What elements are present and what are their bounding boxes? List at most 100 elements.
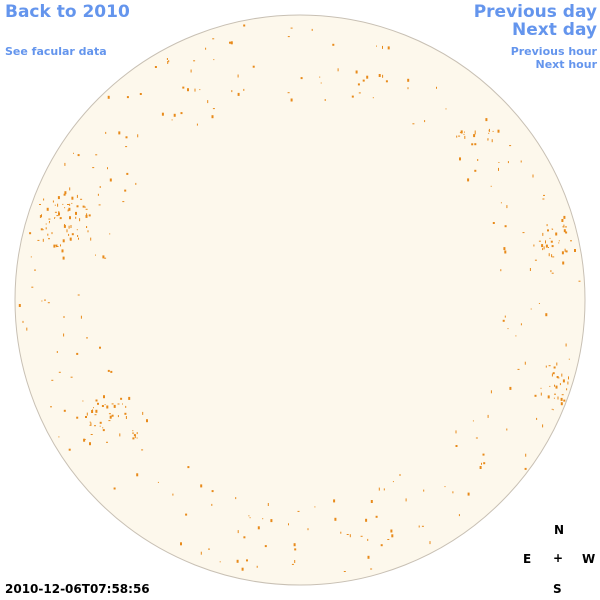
facula-point [118, 131, 121, 135]
facula-point [76, 416, 79, 419]
facula-point [498, 167, 499, 171]
facula-point [90, 434, 93, 435]
facula-point [99, 421, 102, 424]
facula-point [551, 373, 553, 377]
facula-point [491, 139, 493, 143]
facula-point [243, 88, 245, 91]
facula-point [89, 421, 91, 423]
facula-point [59, 217, 62, 220]
facula-point [252, 65, 255, 68]
facula-point [392, 481, 394, 483]
facula-point [563, 229, 566, 233]
facula-point [108, 413, 111, 415]
facula-point [132, 432, 135, 434]
facula-point [85, 416, 87, 418]
facula-point [566, 388, 568, 391]
facula-point [80, 315, 82, 319]
facula-point [522, 232, 525, 234]
facula-point [492, 130, 494, 132]
facula-point [474, 130, 476, 134]
facula-point [29, 232, 32, 235]
facula-point [349, 534, 351, 538]
facula-point [387, 46, 390, 50]
facula-point [94, 425, 96, 427]
facula-point [563, 215, 566, 219]
facula-point [108, 420, 111, 422]
facula-point [515, 335, 517, 337]
facula-point [110, 370, 113, 373]
facula-point [172, 493, 174, 496]
facula-point [421, 525, 424, 527]
facula-point [142, 411, 144, 415]
facula-point [77, 294, 80, 296]
next-hour-link[interactable]: Next hour [535, 58, 598, 71]
facula-point [30, 256, 32, 258]
facula-point [76, 229, 78, 231]
facula-point [171, 119, 173, 121]
facula-point [157, 481, 159, 483]
facula-point [552, 256, 555, 258]
facula-point [73, 152, 74, 154]
facula-point [307, 528, 309, 531]
facula-point [399, 474, 401, 476]
facula-point [562, 226, 564, 228]
facula-point [125, 416, 127, 419]
facula-point [63, 409, 66, 412]
facula-point [71, 196, 74, 200]
facula-point [56, 351, 58, 353]
facula-point [237, 530, 239, 534]
facula-point [490, 185, 492, 187]
previous-day-link[interactable]: Previous day [473, 2, 597, 22]
facula-point [558, 242, 560, 244]
facula-point [346, 534, 349, 535]
facula-point [500, 202, 502, 204]
facula-point [68, 207, 71, 211]
facula-point [57, 196, 60, 200]
facula-point [290, 98, 293, 102]
facula-point [207, 100, 209, 104]
facula-point [70, 225, 72, 228]
facula-point [51, 232, 53, 235]
facula-point [487, 138, 489, 141]
facular-points [18, 24, 581, 572]
facula-point [458, 514, 460, 517]
facula-point [551, 245, 554, 248]
see-facular-data-link[interactable]: See facular data [5, 45, 107, 58]
facula-point [418, 525, 420, 528]
facula-point [291, 563, 294, 565]
facula-point [125, 146, 128, 148]
facula-point [370, 500, 373, 503]
facula-point [84, 439, 86, 440]
facula-point [55, 244, 58, 246]
facula-point [78, 237, 79, 240]
facula-point [574, 249, 576, 252]
facula-point [56, 246, 59, 247]
facula-point [60, 244, 61, 247]
facula-point [205, 47, 207, 50]
next-day-link[interactable]: Next day [512, 20, 597, 40]
facula-point [89, 442, 91, 446]
facula-point [382, 74, 384, 78]
facula-point [69, 216, 71, 220]
facula-point [482, 453, 485, 456]
facula-point [366, 75, 369, 79]
facula-point [68, 225, 70, 229]
facula-point [76, 352, 79, 355]
facula-point [82, 400, 84, 402]
facula-point [257, 526, 260, 530]
facula-point [467, 492, 470, 496]
facula-point [565, 226, 567, 228]
facula-point [365, 518, 368, 522]
previous-hour-link[interactable]: Previous hour [510, 45, 597, 58]
facula-point [47, 302, 50, 304]
facula-point [504, 315, 506, 318]
facula-point [351, 95, 354, 98]
facula-point [124, 189, 127, 192]
facula-point [58, 436, 60, 438]
facula-point [567, 381, 569, 385]
back-to-year-link[interactable]: Back to 2010 [5, 2, 130, 22]
facula-point [529, 268, 531, 271]
facula-point [249, 517, 251, 519]
facula-point [146, 419, 148, 423]
